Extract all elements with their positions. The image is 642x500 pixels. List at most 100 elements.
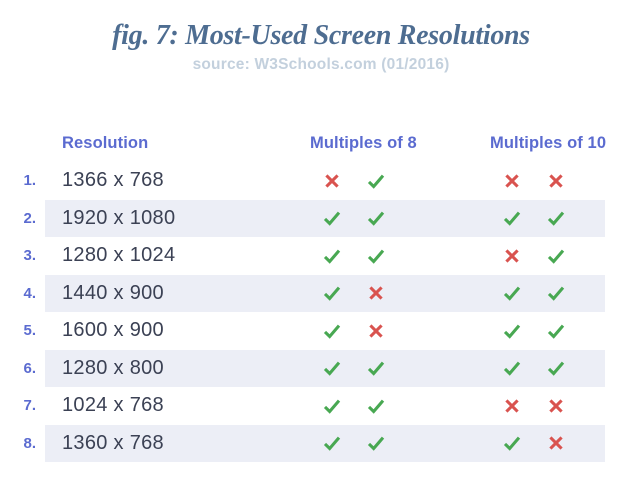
cross-icon xyxy=(549,174,563,188)
mark-cell-m8-width xyxy=(310,358,354,378)
table-row: 2. 1920 x 1080 xyxy=(0,199,642,237)
check-icon xyxy=(547,286,565,302)
table-row: 5. 1600 x 900 xyxy=(0,312,642,350)
check-icon xyxy=(503,211,521,227)
row-resolution: 1024 x 768 xyxy=(62,394,164,417)
check-icon xyxy=(323,436,341,452)
mark-cell-m8-width xyxy=(310,396,354,416)
check-icon xyxy=(547,361,565,377)
table-row: 1. 1366 x 768 xyxy=(0,162,642,200)
header-band: Resolution Multiples of 8 Multiples of 1… xyxy=(45,125,607,162)
check-icon xyxy=(367,399,385,414)
mark-cell-m10-height xyxy=(534,171,578,191)
row-resolution: 1600 x 900 xyxy=(62,319,164,342)
cross-icon xyxy=(505,174,519,188)
check-icon xyxy=(503,361,521,377)
table-row: 8. 1360 x 768 xyxy=(0,424,642,462)
mark-cell-m8-height xyxy=(354,208,398,228)
row-band: 1280 x 1024 xyxy=(45,237,605,275)
mark-cell-m10-width xyxy=(490,358,534,378)
cross-icon xyxy=(369,324,383,338)
row-rank: 8. xyxy=(23,434,36,452)
row-rank: 4. xyxy=(23,284,36,302)
check-icon xyxy=(503,324,521,339)
check-icon xyxy=(547,324,565,339)
row-band: 1280 x 800 xyxy=(45,349,605,387)
table-header-row: Resolution Multiples of 8 Multiples of 1… xyxy=(0,125,642,162)
column-header-multiples-of-8: Multiples of 8 xyxy=(310,134,417,152)
check-icon xyxy=(323,211,341,227)
row-band: 1360 x 768 xyxy=(45,424,605,462)
row-resolution: 1920 x 1080 xyxy=(62,206,176,229)
mark-cell-m8-width xyxy=(310,171,354,191)
cross-icon xyxy=(549,436,563,450)
mark-cell-m10-height xyxy=(534,321,578,341)
cross-icon xyxy=(505,399,519,413)
row-rank: 6. xyxy=(23,359,36,377)
mark-cell-m10-width xyxy=(490,396,534,416)
column-header-multiples-of-10: Multiples of 10 xyxy=(490,134,607,152)
table-row: 6. 1280 x 800 xyxy=(0,349,642,387)
mark-cell-m8-width xyxy=(310,433,354,453)
column-header-resolution: Resolution xyxy=(62,134,149,152)
mark-cell-m8-width xyxy=(310,283,354,303)
mark-cell-m8-height xyxy=(354,396,398,416)
mark-cell-m8-height xyxy=(354,321,398,341)
check-icon xyxy=(367,249,385,264)
mark-cell-m8-height xyxy=(354,246,398,266)
check-icon xyxy=(503,286,521,302)
figure-title: fig. 7: Most-Used Screen Resolutions xyxy=(112,20,530,51)
cross-icon xyxy=(325,174,339,188)
row-rank: 7. xyxy=(23,397,36,415)
check-icon xyxy=(323,249,341,264)
row-rank: 1. xyxy=(23,172,36,190)
mark-cell-m10-width xyxy=(490,171,534,191)
row-resolution: 1440 x 900 xyxy=(62,281,164,304)
row-resolution: 1360 x 768 xyxy=(62,431,164,454)
check-icon xyxy=(367,211,385,227)
resolution-table: Resolution Multiples of 8 Multiples of 1… xyxy=(0,125,642,462)
check-icon xyxy=(547,211,565,227)
mark-cell-m8-height xyxy=(354,358,398,378)
row-rank: 2. xyxy=(23,209,36,227)
cross-icon xyxy=(549,399,563,413)
row-band: 1024 x 768 xyxy=(45,387,605,425)
check-icon xyxy=(323,286,341,302)
row-band: 1440 x 900 xyxy=(45,274,605,312)
mark-cell-m10-width xyxy=(490,246,534,266)
mark-cell-m8-width xyxy=(310,246,354,266)
mark-cell-m8-width xyxy=(310,321,354,341)
row-band: 1920 x 1080 xyxy=(45,199,605,237)
cross-icon xyxy=(505,249,519,263)
row-band: 1366 x 768 xyxy=(45,162,605,200)
mark-cell-m8-height xyxy=(354,433,398,453)
figure-subtitle: source: W3Schools.com (01/2016) xyxy=(192,56,450,73)
cross-icon xyxy=(369,286,383,300)
table-row: 3. 1280 x 1024 xyxy=(0,237,642,275)
row-band: 1600 x 900 xyxy=(45,312,605,350)
mark-cell-m10-height xyxy=(534,358,578,378)
row-rank: 5. xyxy=(23,322,36,340)
mark-cell-m10-height xyxy=(534,246,578,266)
mark-cell-m10-height xyxy=(534,208,578,228)
check-icon xyxy=(367,436,385,452)
check-icon xyxy=(323,324,341,339)
check-icon xyxy=(547,249,565,264)
mark-cell-m10-width xyxy=(490,321,534,341)
mark-cell-m10-width xyxy=(490,208,534,228)
mark-cell-m8-height xyxy=(354,171,398,191)
row-resolution: 1366 x 768 xyxy=(62,169,164,192)
mark-cell-m10-width xyxy=(490,433,534,453)
check-icon xyxy=(323,361,341,377)
row-rank: 3. xyxy=(23,247,36,265)
row-resolution: 1280 x 1024 xyxy=(62,244,176,267)
mark-cell-m10-height xyxy=(534,433,578,453)
table-body: 1. 1366 x 768 2. 1920 x 1080 3. 1280 x 1… xyxy=(0,162,642,462)
check-icon xyxy=(367,361,385,377)
mark-cell-m8-width xyxy=(310,208,354,228)
mark-cell-m10-height xyxy=(534,396,578,416)
row-resolution: 1280 x 800 xyxy=(62,356,164,379)
mark-cell-m10-height xyxy=(534,283,578,303)
table-row: 7. 1024 x 768 xyxy=(0,387,642,425)
